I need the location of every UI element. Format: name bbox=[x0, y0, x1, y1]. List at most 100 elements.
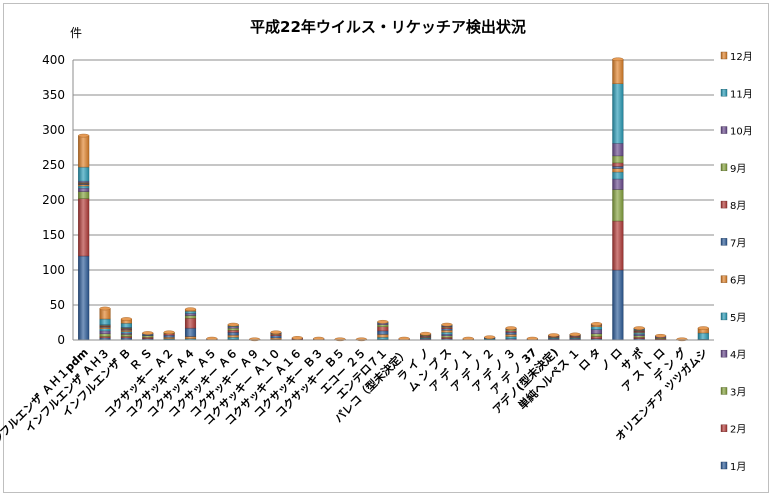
bar-segment bbox=[78, 135, 90, 168]
bar-segment bbox=[377, 337, 389, 340]
x-tick-label: ノ ロ bbox=[598, 346, 625, 373]
bar-segment bbox=[184, 336, 197, 339]
gridlines bbox=[73, 59, 714, 306]
bar-segment bbox=[227, 332, 239, 336]
y-tick-label: 50 bbox=[50, 298, 65, 312]
legend-label: 3月 bbox=[730, 386, 746, 398]
chart-title: 平成22年ウイルス・リケッチア検出状況 bbox=[250, 18, 526, 36]
legend-label: 6月 bbox=[730, 275, 746, 287]
y-tick-label: 100 bbox=[42, 263, 65, 277]
legend-swatch bbox=[720, 200, 728, 209]
bar-segment bbox=[184, 311, 197, 314]
legend-swatch bbox=[720, 51, 728, 60]
bar-segment bbox=[633, 337, 645, 339]
bar-segment bbox=[612, 168, 624, 173]
bar-cap bbox=[120, 317, 132, 321]
bar-segment bbox=[612, 269, 624, 341]
bar-cap bbox=[270, 330, 282, 335]
bar-cap bbox=[484, 335, 496, 340]
bar-segment bbox=[590, 326, 603, 330]
bar-segment bbox=[441, 332, 453, 335]
legend-swatch bbox=[720, 238, 728, 246]
bar-segment bbox=[184, 327, 197, 337]
legend-label: 12月 bbox=[730, 51, 753, 63]
legend-swatch bbox=[720, 387, 728, 395]
bar-segment bbox=[633, 335, 645, 338]
bar-segment bbox=[633, 332, 645, 335]
legend-swatch bbox=[720, 312, 728, 321]
legend-swatch bbox=[720, 126, 728, 134]
bar-segment bbox=[590, 333, 603, 337]
bar-cap bbox=[697, 326, 709, 330]
bar-segment bbox=[99, 333, 111, 337]
bar-segment bbox=[78, 191, 90, 199]
legend-swatch bbox=[720, 89, 728, 97]
bar-segment bbox=[612, 220, 624, 271]
bar-cap bbox=[142, 331, 154, 335]
legend-label: 10月 bbox=[730, 126, 753, 138]
bar-segment bbox=[377, 324, 389, 327]
bar-segment bbox=[612, 162, 624, 167]
bar-segment bbox=[78, 184, 90, 187]
bar-segment bbox=[120, 334, 132, 337]
bar-segment bbox=[377, 326, 389, 332]
bar-segment bbox=[441, 328, 453, 331]
bar-segment bbox=[633, 334, 645, 336]
bar-cap bbox=[99, 306, 111, 311]
bar-segment bbox=[142, 337, 154, 339]
bar-segment bbox=[441, 335, 453, 338]
bar-cap bbox=[655, 333, 667, 338]
bar-segment bbox=[142, 335, 154, 338]
bar-cap bbox=[612, 57, 624, 62]
bar-segment bbox=[163, 337, 175, 339]
bar-segment bbox=[78, 198, 90, 257]
bar-segment bbox=[377, 330, 389, 335]
bar-cap bbox=[548, 333, 560, 337]
bar-segment bbox=[441, 334, 453, 336]
bar-segment bbox=[120, 332, 132, 335]
bar-cap bbox=[441, 322, 453, 327]
bar-segment bbox=[612, 143, 624, 157]
bar-segment bbox=[612, 83, 624, 144]
bar-segment bbox=[612, 189, 624, 222]
bar-segment bbox=[99, 327, 111, 329]
bar-segment bbox=[78, 185, 90, 189]
legend-label: 11月 bbox=[730, 88, 753, 100]
bar-segment bbox=[505, 330, 517, 333]
legend-swatch bbox=[720, 461, 728, 470]
bar-segment bbox=[590, 336, 603, 339]
bar-cap bbox=[569, 332, 581, 337]
y-axis-label: 件 bbox=[70, 26, 82, 40]
bar-cap bbox=[633, 326, 645, 330]
bar-segment bbox=[505, 332, 517, 335]
bar-segment bbox=[163, 334, 175, 338]
bar-segment bbox=[184, 313, 197, 316]
bar-segment bbox=[99, 330, 111, 334]
legend-swatch bbox=[720, 163, 728, 172]
y-tick-label: 250 bbox=[42, 158, 65, 172]
legend-label: 4月 bbox=[730, 349, 746, 361]
legend: 1月 2月 3月 4月 5月 6月 7月 8月 9月 10月 11月 12月 bbox=[720, 51, 753, 473]
bar-segment bbox=[590, 329, 603, 334]
bar-segment bbox=[78, 255, 90, 341]
bar-segment bbox=[120, 336, 132, 339]
bar-cap bbox=[590, 322, 603, 326]
bar-segment bbox=[99, 318, 111, 325]
bar-segment bbox=[227, 327, 239, 331]
bar-segment bbox=[612, 155, 624, 164]
bar-segment bbox=[612, 178, 624, 190]
bar-segment bbox=[78, 166, 90, 182]
legend-label: 5月 bbox=[730, 312, 746, 324]
bar-cap bbox=[227, 322, 239, 327]
bar-segment bbox=[505, 336, 517, 339]
bar-segment bbox=[270, 334, 282, 336]
bar-segment bbox=[377, 334, 389, 338]
legend-label: 1月 bbox=[730, 461, 746, 473]
y-tick-label: 0 bbox=[57, 333, 65, 347]
bar-cap bbox=[184, 307, 197, 312]
bar-segment bbox=[697, 332, 709, 340]
bar-segment bbox=[441, 337, 453, 339]
bar-segment bbox=[227, 326, 239, 329]
bar-segment bbox=[505, 334, 517, 337]
bar-segment bbox=[99, 328, 111, 332]
